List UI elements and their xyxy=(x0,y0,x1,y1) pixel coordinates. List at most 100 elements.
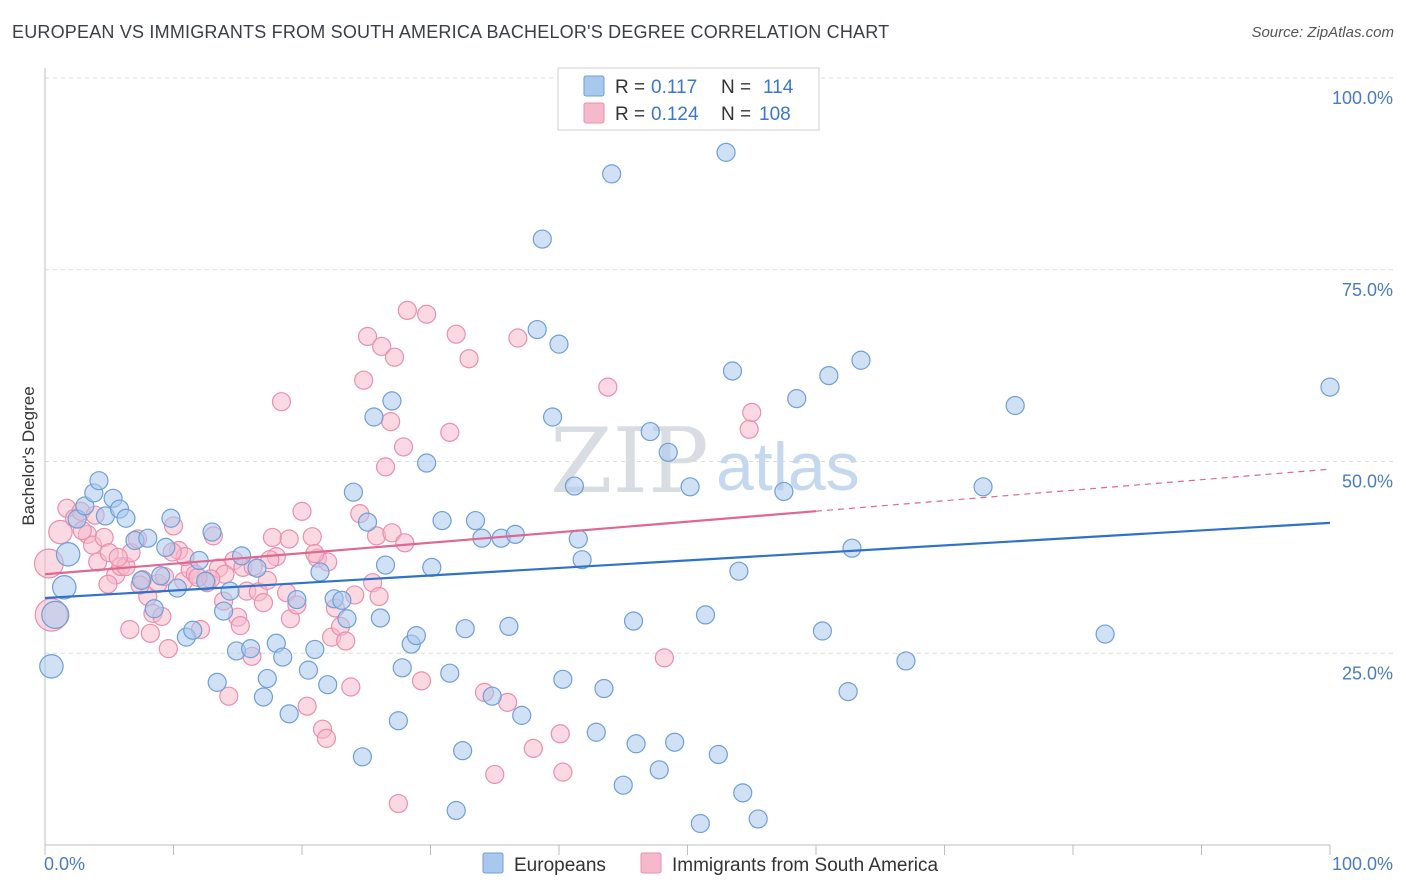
europeans-point xyxy=(549,334,569,354)
immigrants-point xyxy=(140,623,160,643)
europeans-point xyxy=(116,508,136,528)
immigrants-point xyxy=(369,586,389,607)
immigrants-point xyxy=(98,574,118,594)
europeans-point xyxy=(310,562,330,582)
bottom-legend-europeans: Europeans xyxy=(514,855,606,876)
immigrants-point xyxy=(382,523,402,543)
europeans-point xyxy=(406,626,426,646)
y-tick-label-75: 75.0% xyxy=(1342,280,1393,300)
europeans-point xyxy=(41,600,70,630)
y-tick-label-100: 100.0% xyxy=(1332,88,1393,108)
y-tick-label-50: 50.0% xyxy=(1342,472,1393,492)
legend-r-label-blue: R = xyxy=(615,77,645,98)
europeans-point xyxy=(298,660,319,680)
europeans-point xyxy=(343,482,363,502)
europeans-point xyxy=(572,550,592,570)
immigrants-point xyxy=(158,639,178,659)
europeans-point xyxy=(594,678,614,699)
immigrants-point xyxy=(393,437,414,457)
europeans-point xyxy=(388,711,408,731)
legend-n-value-pink: 108 xyxy=(759,104,791,125)
immigrants-point xyxy=(354,370,374,390)
immigrants-trend-line xyxy=(44,510,817,576)
europeans-point xyxy=(352,747,372,767)
europeans-point xyxy=(144,599,164,619)
europeans-point xyxy=(417,453,437,473)
europeans-point xyxy=(532,229,552,249)
europeans-point xyxy=(649,760,669,780)
immigrants-point xyxy=(219,686,239,706)
europeans-point xyxy=(89,471,109,491)
immigrants-point xyxy=(523,738,543,758)
immigrants-point xyxy=(292,501,312,521)
europeans-point xyxy=(220,581,240,601)
immigrants-point xyxy=(553,762,573,782)
europeans-point xyxy=(842,538,862,558)
europeans-point xyxy=(819,365,839,386)
immigrants-point xyxy=(446,324,466,344)
europeans-point xyxy=(722,361,743,381)
europeans-point xyxy=(613,775,633,795)
watermark-zip: ZIP xyxy=(550,409,709,514)
bottom-legend-swatch-europeans xyxy=(482,852,504,874)
europeans-point xyxy=(542,407,563,427)
immigrants-point xyxy=(485,764,505,785)
legend-r-value-blue: 0.117 xyxy=(651,77,697,98)
immigrants-point xyxy=(336,631,356,651)
axes xyxy=(44,68,1331,855)
europeans-point xyxy=(55,542,81,567)
immigrants-point xyxy=(341,677,361,697)
immigrants-point xyxy=(297,696,317,716)
europeans-point xyxy=(1320,377,1340,397)
europeans-point xyxy=(658,442,678,462)
y-tick-labels: 100.0% 75.0% 50.0% 25.0% xyxy=(1332,88,1393,683)
europeans-point xyxy=(973,477,993,497)
europeans-point xyxy=(1005,395,1025,416)
immigrants-point xyxy=(459,349,479,369)
europeans-point xyxy=(623,611,644,631)
immigrants-trend-line-extrapolated xyxy=(815,468,1331,512)
immigrants-point xyxy=(372,336,392,357)
europeans-point xyxy=(690,813,710,834)
immigrants-point xyxy=(550,724,570,744)
immigrants-point xyxy=(411,671,432,691)
europeans-point xyxy=(156,537,176,558)
immigrants-point xyxy=(279,529,299,549)
legend-r-value-pink: 0.124 xyxy=(651,104,699,125)
x-tick-label-max: 100.0% xyxy=(1332,854,1393,874)
europeans-point xyxy=(39,653,64,679)
immigrants-point xyxy=(388,793,408,814)
immigrants-point xyxy=(271,392,292,412)
europeans-point xyxy=(453,741,473,761)
immigrants-point xyxy=(739,419,759,439)
immigrants-point xyxy=(395,533,415,553)
europeans-point xyxy=(774,481,794,502)
immigrants-point xyxy=(357,326,378,347)
y-tick-label-25: 25.0% xyxy=(1342,663,1393,683)
europeans-point xyxy=(151,566,171,586)
europeans-point xyxy=(332,590,352,610)
europeans-point xyxy=(247,558,267,578)
legend-swatch-europeans xyxy=(583,75,605,97)
europeans-point xyxy=(257,668,277,689)
immigrants-point xyxy=(381,412,401,432)
immigrants-point xyxy=(302,527,322,547)
immigrants-point xyxy=(262,527,283,548)
europeans-point xyxy=(131,570,151,590)
europeans-point xyxy=(640,421,660,442)
legend-n-label-pink: N = xyxy=(721,104,751,125)
europeans-point xyxy=(896,651,916,671)
immigrants-point xyxy=(384,347,405,367)
europeans-point xyxy=(695,605,716,625)
immigrants-point xyxy=(742,402,762,423)
europeans-point xyxy=(512,705,532,725)
europeans-point xyxy=(202,522,222,542)
europeans-point xyxy=(305,639,325,660)
europeans-point xyxy=(337,609,357,629)
europeans-point xyxy=(455,619,475,639)
source-label: Source: ZipAtlas.com xyxy=(1251,24,1394,41)
europeans-point xyxy=(167,578,187,598)
europeans-point xyxy=(748,809,768,829)
immigrants-point xyxy=(508,328,528,348)
europeans-point xyxy=(568,529,588,549)
